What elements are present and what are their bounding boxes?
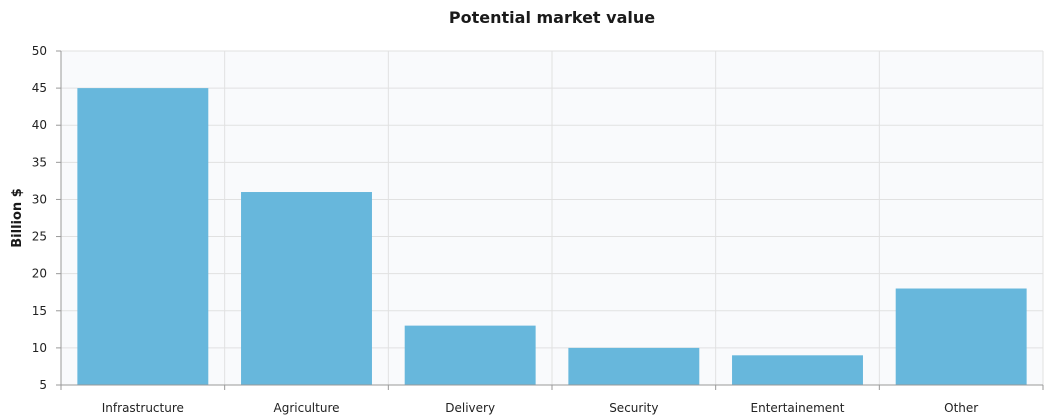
bar-infrastructure[interactable] bbox=[77, 88, 209, 385]
x-tick-label: Security bbox=[609, 401, 658, 415]
bar-delivery[interactable] bbox=[404, 325, 536, 385]
gridlines bbox=[61, 50, 1044, 385]
x-tick-label: Other bbox=[944, 401, 978, 415]
bar-agriculture[interactable] bbox=[241, 192, 372, 385]
y-tick-label: 10 bbox=[32, 341, 47, 355]
y-tick-label: 5 bbox=[39, 378, 47, 392]
bar-entertainement[interactable] bbox=[732, 355, 863, 385]
y-axis-label: Billion $ bbox=[10, 188, 25, 248]
x-tick-label: Delivery bbox=[445, 401, 495, 415]
x-tick-labels: Infrastructure Agriculture Delivery Securit… bbox=[102, 401, 978, 415]
x-tick-label: Infrastructure bbox=[102, 401, 184, 415]
x-tick-label: Agriculture bbox=[274, 401, 340, 415]
y-tick-labels: 5 10 15 20 25 30 35 40 45 50 bbox=[32, 44, 47, 392]
x-tick-label: Entertainement bbox=[751, 401, 845, 415]
y-tick-label: 20 bbox=[32, 267, 47, 281]
y-tick-label: 35 bbox=[32, 155, 47, 169]
y-tick-label: 25 bbox=[32, 230, 47, 244]
y-tick-label: 15 bbox=[32, 304, 47, 318]
axes bbox=[56, 50, 1044, 390]
y-tick-label: 45 bbox=[32, 81, 47, 95]
y-tick-label: 50 bbox=[32, 44, 47, 58]
bars bbox=[77, 88, 1027, 385]
bar-other[interactable] bbox=[895, 288, 1027, 385]
bar-security[interactable] bbox=[568, 347, 700, 385]
y-tick-label: 40 bbox=[32, 118, 47, 132]
chart-title: Potential market value bbox=[449, 8, 655, 27]
y-tick-label: 30 bbox=[32, 192, 47, 206]
